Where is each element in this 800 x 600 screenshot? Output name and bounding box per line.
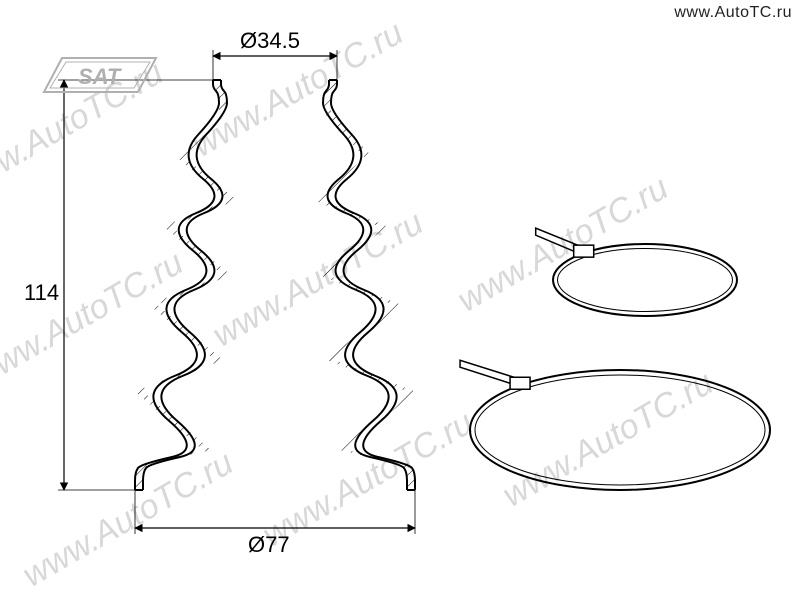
- clamps: [460, 228, 770, 490]
- dim-top-diameter: Ø34.5: [240, 28, 300, 54]
- svg-text:SAT: SAT: [78, 64, 122, 89]
- source-url: www.AutoTC.ru: [674, 4, 792, 22]
- technical-drawing: SAT: [0, 0, 800, 600]
- dim-bottom-diameter: Ø77: [248, 532, 290, 558]
- dim-height: 114: [24, 280, 59, 306]
- diagram-canvas: www.AutoTC.ru www.AutoTC.ru www.AutoTC.r…: [0, 0, 800, 600]
- cv-boot-section: [135, 80, 415, 490]
- brand-logo: SAT: [44, 58, 156, 92]
